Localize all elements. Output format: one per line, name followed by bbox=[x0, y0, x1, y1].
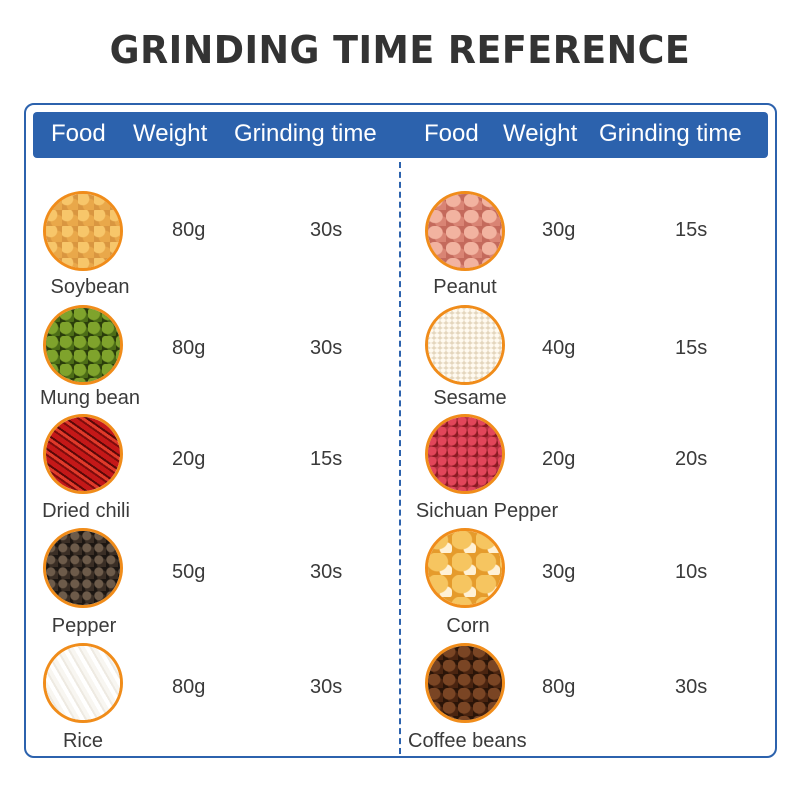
weight-value: 20g bbox=[542, 448, 576, 470]
food-name: Pepper bbox=[51, 615, 117, 637]
time-value: 15s bbox=[675, 219, 708, 241]
food-name: Sichuan Pepper bbox=[415, 500, 559, 522]
food-name: Rice bbox=[62, 730, 103, 752]
time-value: 20s bbox=[675, 448, 708, 470]
header-food-left: Food bbox=[51, 120, 106, 147]
weight-value: 20g bbox=[172, 448, 206, 470]
peanut-image bbox=[425, 191, 505, 271]
time-value: 30s bbox=[310, 219, 343, 241]
sichuan-pepper-image bbox=[425, 414, 505, 494]
weight-value: 30g bbox=[542, 219, 576, 241]
header-weight-right: Weight bbox=[503, 120, 578, 147]
weight-value: 80g bbox=[172, 676, 206, 698]
corn-image bbox=[425, 528, 505, 608]
weight-value: 30g bbox=[542, 561, 576, 583]
weight-value: 80g bbox=[172, 219, 206, 241]
table-header: Food Weight Grinding time Food Weight Gr… bbox=[33, 112, 768, 158]
food-name: Soybean bbox=[50, 276, 130, 298]
time-value: 15s bbox=[675, 337, 708, 359]
food-name: Mung bean bbox=[39, 387, 141, 409]
dried-chili-image bbox=[43, 414, 123, 494]
header-weight-left: Weight bbox=[133, 120, 208, 147]
time-value: 30s bbox=[310, 561, 343, 583]
sesame-image bbox=[425, 305, 505, 385]
header-time-right: Grinding time bbox=[599, 120, 742, 147]
weight-value: 40g bbox=[542, 337, 576, 359]
weight-value: 80g bbox=[542, 676, 576, 698]
mung-bean-image bbox=[43, 305, 123, 385]
pepper-image bbox=[43, 528, 123, 608]
soybean-image bbox=[43, 191, 123, 271]
time-value: 30s bbox=[675, 676, 708, 698]
food-name: Corn bbox=[446, 615, 490, 637]
weight-value: 50g bbox=[172, 561, 206, 583]
rice-image bbox=[43, 643, 123, 723]
table-frame bbox=[24, 103, 777, 758]
weight-value: 80g bbox=[172, 337, 206, 359]
coffee-beans-image bbox=[425, 643, 505, 723]
food-name: Dried chili bbox=[42, 500, 130, 522]
food-name: Peanut bbox=[433, 276, 497, 298]
time-value: 15s bbox=[310, 448, 343, 470]
column-divider bbox=[399, 162, 401, 754]
time-value: 30s bbox=[310, 676, 343, 698]
header-time-left: Grinding time bbox=[234, 120, 377, 147]
food-name: Coffee beans bbox=[408, 730, 527, 752]
header-food-right: Food bbox=[424, 120, 479, 147]
time-value: 30s bbox=[310, 337, 343, 359]
page-title: GRINDING TIME REFERENCE bbox=[109, 28, 691, 72]
food-name: Sesame bbox=[433, 387, 507, 409]
time-value: 10s bbox=[675, 561, 708, 583]
